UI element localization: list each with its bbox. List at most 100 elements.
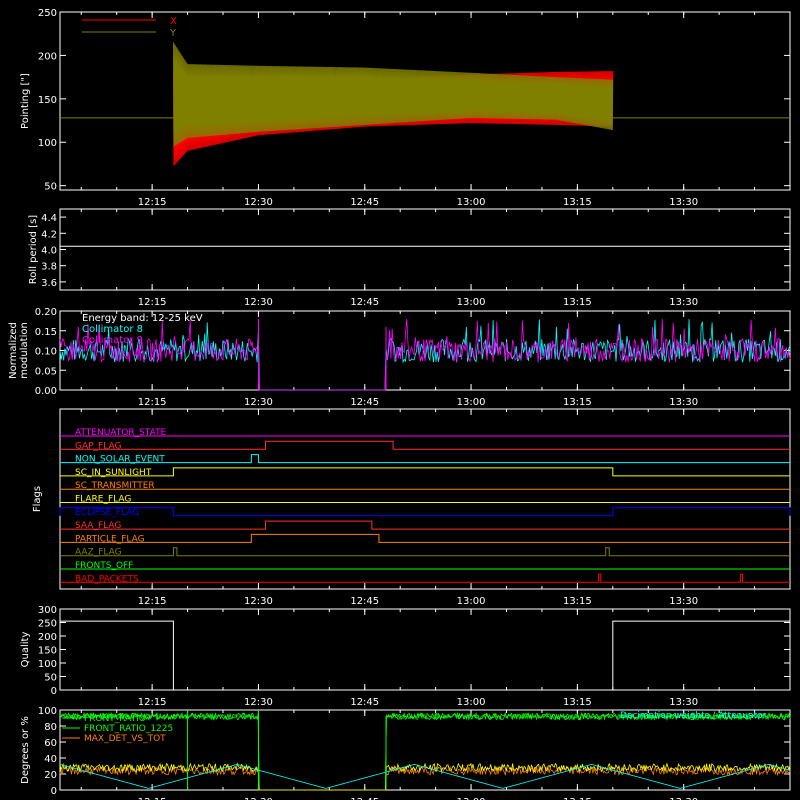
y-tick-label: 80 [44, 722, 57, 733]
degrees-legend-label-0: FRONT_RATIO [84, 714, 146, 724]
x-tick-label: 12:45 [350, 797, 379, 800]
x-tick-label: 12:15 [138, 397, 167, 408]
y-tick-label: 60 [44, 738, 57, 749]
flag-sc-in-sunlight-line [60, 467, 790, 477]
flag-particle-flag-label: PARTICLE_FLAG [75, 534, 145, 544]
x-tick-label: 12:15 [138, 197, 167, 208]
y-tick-label: 0 [51, 686, 57, 697]
flag-flare-flag-label: FLARE_FLAG [75, 495, 131, 505]
panel-frame [59, 709, 791, 791]
x-tick-label: 12:15 [138, 697, 167, 708]
y-tick-label: 4.0 [41, 246, 57, 257]
x-tick-label: 13:15 [563, 297, 592, 308]
y-axis-label: Flags [32, 486, 43, 512]
panel-frame [59, 11, 791, 191]
y-axis-label: Pointing ["] [20, 73, 31, 129]
degrees-legend-label-2: MAX_DET_VS_TOT [84, 734, 166, 744]
panel-quality: 12:15 12:30 12:45 13:00 13:15 13:30 0 50 100 150 2… [20, 605, 791, 708]
flag-sc-transmitter-label: SC_TRANSMITTER [75, 481, 155, 491]
y-tick-label: 0.00 [35, 386, 57, 397]
y-tick-label: 4.4 [41, 213, 57, 224]
flag-fronts-off-label: FRONTS_OFF [75, 561, 133, 571]
x-tick-label: 12:15 [138, 596, 167, 607]
y-tick-label: 250 [38, 8, 57, 19]
y-tick-label: 100 [38, 659, 57, 670]
x-tick-label: 13:15 [563, 197, 592, 208]
x-tick-label: 13:15 [563, 797, 592, 800]
y-tick-label: 0.05 [35, 366, 57, 377]
x-tick-label: 13:30 [669, 596, 698, 607]
y-tick-label: 0 [51, 786, 57, 797]
legend-label-y: Y [169, 28, 177, 39]
x-tick-label: 12:45 [350, 397, 379, 408]
y-tick-label: 100 [38, 706, 57, 717]
flag-bad-packets-line [60, 573, 790, 583]
flag-gap-flag-line [60, 440, 790, 450]
y-axis-label: Quality [20, 632, 31, 668]
annotation-0: Energy band: 12-25 keV [82, 313, 203, 324]
panel-roll-period: 12:15 12:30 12:45 13:00 13:15 13:30 3.6 3.8 4.0 4… [28, 208, 791, 308]
flag-bad-packets-label: BAD_PACKETS [75, 574, 139, 584]
x-tick-label: 13:30 [669, 197, 698, 208]
panel-frame [59, 208, 791, 291]
x-tick-label: 12:30 [244, 397, 273, 408]
degrees-series-3-line [59, 762, 791, 791]
y-tick-label: 50 [44, 182, 57, 193]
y-axis-label: Degrees or % [20, 716, 31, 784]
legend-label-x: X [170, 16, 177, 27]
x-tick-label: 13:15 [563, 596, 592, 607]
degrees-annotation: Decimation weights / Attenuator [620, 711, 767, 721]
x-tick-label: 13:00 [457, 797, 486, 800]
flag-saa-flag-label: SAA_FLAG [75, 521, 121, 531]
flag-eclipse-flag-line [59, 507, 791, 517]
flag-saa-flag-line [60, 520, 790, 530]
y-tick-label: 150 [38, 646, 57, 657]
series-y-line [173, 42, 614, 147]
x-tick-label: 13:00 [457, 297, 486, 308]
flag-non-solar-event-label: NON_SOLAR_EVENT [75, 455, 165, 465]
degrees-series-1-line [59, 711, 791, 791]
x-tick-label: 13:15 [563, 397, 592, 408]
y-tick-label: 0.10 [35, 347, 57, 358]
x-tick-label: 12:15 [138, 797, 167, 800]
panel-degrees: 12:15 12:30 12:45 13:00 13:15 13:30 0 20 40 60 80 1… [20, 706, 791, 800]
x-tick-label: 12:45 [350, 697, 379, 708]
panel-modulation: 12:15 12:30 12:45 13:00 13:15 13:30 0.00 0.05 0.… [8, 307, 791, 408]
y-tick-label: 300 [38, 605, 57, 616]
y-axis-label: Normalized [8, 322, 19, 379]
flag-gap-flag-label: GAP_FLAG [75, 441, 121, 451]
annotation-1: Collimator 8 [82, 324, 143, 335]
flag-sc-in-sunlight-label: SC_IN_SUNLIGHT [75, 468, 152, 478]
x-tick-label: 13:00 [457, 596, 486, 607]
degrees-legend-label-1: FRONT_RATIO_1225 [84, 724, 173, 734]
x-tick-label: 12:30 [244, 797, 273, 800]
y-tick-label: 200 [38, 632, 57, 643]
flag-eclipse-flag-label: ECLIPSE_FLAG [75, 508, 139, 518]
x-tick-label: 12:15 [138, 297, 167, 308]
y-tick-label: 0.15 [35, 327, 57, 338]
x-tick-label: 13:30 [669, 297, 698, 308]
flag-non-solar-event-line [60, 454, 790, 464]
y-tick-label: 20 [44, 770, 57, 781]
y-tick-label: 200 [38, 51, 57, 62]
y-tick-label: 3.8 [41, 262, 57, 273]
x-tick-label: 12:30 [244, 596, 273, 607]
x-tick-label: 12:45 [350, 297, 379, 308]
flag-aaz-flag-line [60, 547, 790, 557]
y-tick-label: 4.2 [41, 229, 57, 240]
y-tick-label: 50 [44, 673, 57, 684]
x-tick-label: 13:00 [457, 197, 486, 208]
degrees-series-4-line [59, 764, 791, 789]
y-tick-label: 150 [38, 95, 57, 106]
x-tick-label: 12:30 [244, 697, 273, 708]
quality-line [60, 620, 790, 691]
modulation-collimator-9-line [59, 319, 791, 391]
y-axis-label: Roll period [s] [28, 215, 39, 284]
panel-pointing: 12:15 12:30 12:45 13:00 13:15 13:30 50 100 150 20… [20, 8, 791, 208]
x-tick-label: 13:30 [669, 797, 698, 800]
x-tick-label: 12:45 [350, 197, 379, 208]
flag-aaz-flag-label: AAZ_FLAG [75, 548, 122, 558]
panel-frame [59, 408, 791, 590]
y-tick-label: 0.20 [35, 307, 57, 318]
